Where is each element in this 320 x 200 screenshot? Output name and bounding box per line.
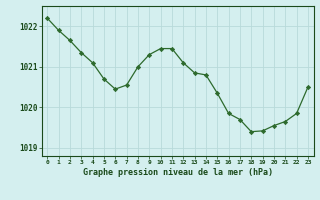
X-axis label: Graphe pression niveau de la mer (hPa): Graphe pression niveau de la mer (hPa) [83,168,273,177]
